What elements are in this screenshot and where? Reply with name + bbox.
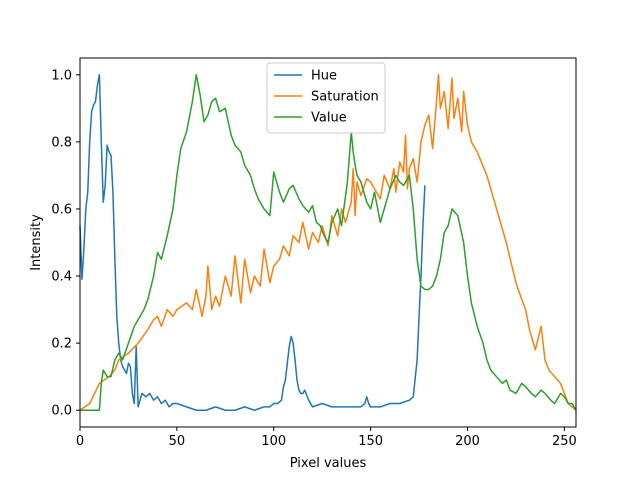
x-tick-label: 100 bbox=[261, 434, 286, 449]
legend: Hue Saturation Value bbox=[266, 62, 386, 134]
legend-label-value: Value bbox=[311, 111, 347, 126]
y-axis-label: Intensity bbox=[29, 214, 44, 271]
y-tick-label: 0.4 bbox=[51, 270, 72, 285]
legend-label-saturation: Saturation bbox=[311, 90, 379, 105]
x-axis-ticks: 0 50 100 150 200 250 bbox=[76, 427, 577, 449]
x-tick-label: 0 bbox=[76, 434, 84, 449]
series-line-value bbox=[80, 74, 577, 411]
y-tick-label: 0.2 bbox=[51, 337, 72, 352]
series-layer bbox=[79, 74, 577, 411]
y-tick-label: 0.6 bbox=[51, 202, 72, 217]
series-line-saturation bbox=[79, 74, 577, 411]
x-tick-label: 50 bbox=[169, 434, 186, 449]
series-line-hue bbox=[79, 74, 426, 411]
x-tick-label: 200 bbox=[455, 434, 480, 449]
x-tick-label: 150 bbox=[358, 434, 383, 449]
x-axis-label: Pixel values bbox=[290, 456, 367, 471]
x-tick-label: 250 bbox=[552, 434, 577, 449]
y-tick-label: 0.0 bbox=[51, 404, 72, 419]
y-axis-ticks: 0.0 0.2 0.4 0.6 0.8 1.0 bbox=[51, 68, 80, 419]
y-tick-label: 0.8 bbox=[51, 135, 72, 150]
legend-label-hue: Hue bbox=[311, 69, 337, 84]
y-tick-label: 1.0 bbox=[51, 68, 72, 83]
legend-box bbox=[266, 62, 386, 134]
plot-frame bbox=[79, 57, 577, 428]
